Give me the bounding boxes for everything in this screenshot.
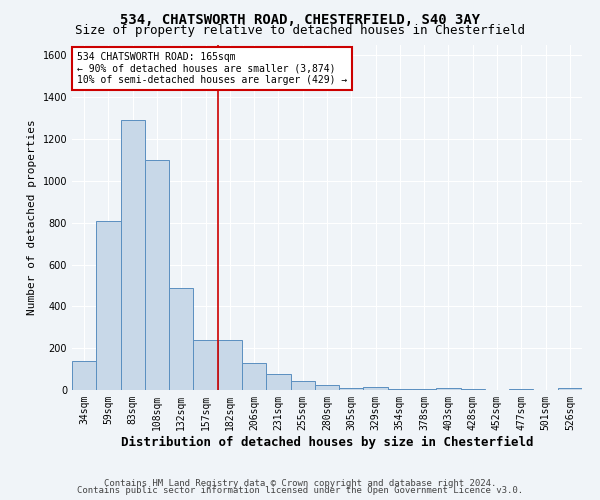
Bar [412, 389, 436, 390]
Bar [461, 389, 485, 390]
Text: 534 CHATSWORTH ROAD: 165sqm
← 90% of detached houses are smaller (3,874)
10% of : 534 CHATSWORTH ROAD: 165sqm ← 90% of det… [77, 52, 347, 85]
Y-axis label: Number of detached properties: Number of detached properties [27, 120, 37, 316]
Bar [242, 363, 266, 390]
Bar [558, 388, 582, 390]
Bar [364, 387, 388, 390]
Text: 534, CHATSWORTH ROAD, CHESTERFIELD, S40 3AY: 534, CHATSWORTH ROAD, CHESTERFIELD, S40 … [120, 12, 480, 26]
Bar [96, 220, 121, 390]
X-axis label: Distribution of detached houses by size in Chesterfield: Distribution of detached houses by size … [121, 436, 533, 448]
Bar [290, 380, 315, 390]
Text: Contains HM Land Registry data © Crown copyright and database right 2024.: Contains HM Land Registry data © Crown c… [104, 478, 496, 488]
Bar [388, 389, 412, 390]
Bar [145, 160, 169, 390]
Text: Contains public sector information licensed under the Open Government Licence v3: Contains public sector information licen… [77, 486, 523, 495]
Bar [121, 120, 145, 390]
Bar [169, 288, 193, 390]
Bar [436, 388, 461, 390]
Bar [72, 360, 96, 390]
Bar [266, 374, 290, 390]
Bar [339, 388, 364, 390]
Bar [315, 385, 339, 390]
Bar [218, 340, 242, 390]
Bar [193, 340, 218, 390]
Bar [509, 389, 533, 390]
Text: Size of property relative to detached houses in Chesterfield: Size of property relative to detached ho… [75, 24, 525, 37]
